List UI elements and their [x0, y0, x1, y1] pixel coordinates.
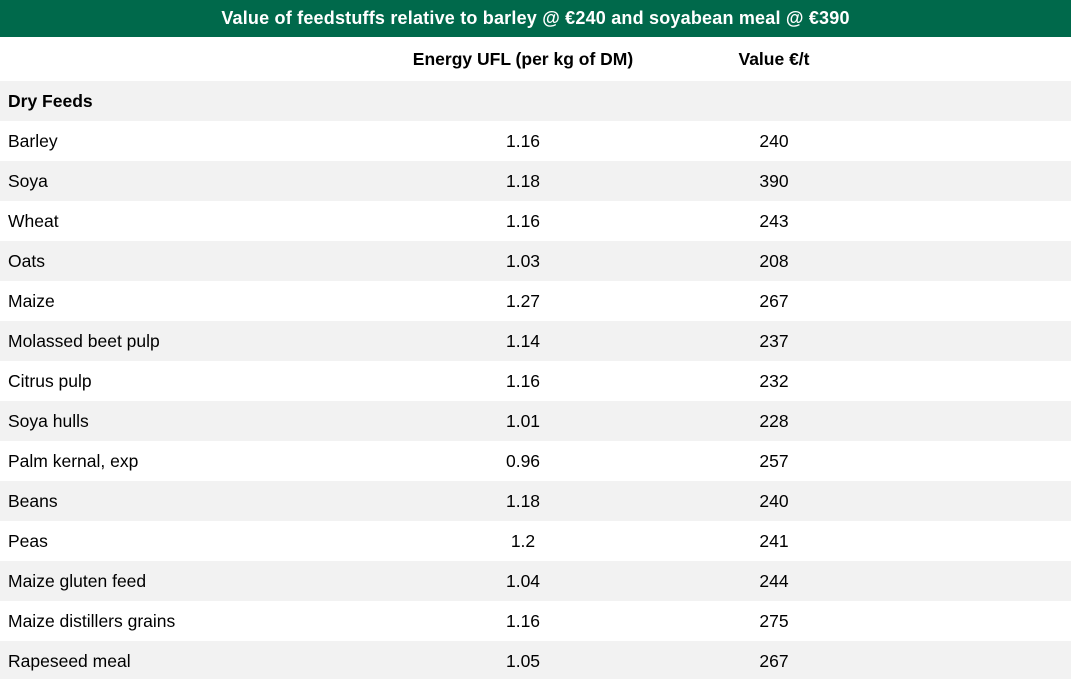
table-row: Maize 1.27 267 [0, 281, 1071, 321]
table-row: Soya 1.18 390 [0, 161, 1071, 201]
table-row: Peas 1.2 241 [0, 521, 1071, 561]
value-column-header: Value €/t [738, 48, 810, 69]
value-per-tonne: 232 [759, 370, 789, 391]
energy-ufl-value: 1.16 [505, 610, 541, 631]
section-row-dry-feeds: Dry Feeds [0, 81, 1071, 121]
value-per-tonne: 257 [759, 450, 789, 471]
value-per-tonne: 240 [759, 130, 789, 151]
feed-name: Rapeseed meal [8, 650, 131, 671]
value-per-tonne: 241 [759, 530, 789, 551]
section-label: Dry Feeds [8, 90, 93, 111]
column-header-row: Energy UFL (per kg of DM) Value €/t [0, 37, 1071, 81]
feed-name: Wheat [8, 210, 59, 231]
value-per-tonne: 267 [759, 290, 789, 311]
energy-ufl-value: 1.2 [510, 530, 536, 551]
table-title-bar: Value of feedstuffs relative to barley @… [0, 0, 1071, 37]
table-row: Oats 1.03 208 [0, 241, 1071, 281]
value-per-tonne: 244 [759, 570, 789, 591]
feed-name: Maize distillers grains [8, 610, 176, 631]
feed-name: Peas [8, 530, 48, 551]
table-row: Maize distillers grains 1.16 275 [0, 601, 1071, 641]
feed-name: Beans [8, 490, 58, 511]
energy-ufl-value: 1.16 [505, 130, 541, 151]
value-per-tonne: 228 [759, 410, 789, 431]
feed-name: Molassed beet pulp [8, 330, 160, 351]
value-per-tonne: 243 [759, 210, 789, 231]
energy-ufl-value: 1.27 [505, 290, 541, 311]
table-row: Maize gluten feed 1.04 244 [0, 561, 1071, 601]
energy-ufl-value: 0.96 [505, 450, 541, 471]
feed-name: Barley [8, 130, 58, 151]
energy-ufl-value: 1.16 [505, 370, 541, 391]
table-row: Rapeseed meal 1.05 267 [0, 641, 1071, 679]
table-row: Barley 1.16 240 [0, 121, 1071, 161]
table-row: Citrus pulp 1.16 232 [0, 361, 1071, 401]
table-row: Palm kernal, exp 0.96 257 [0, 441, 1071, 481]
value-per-tonne: 275 [759, 610, 789, 631]
feed-name: Maize [8, 290, 55, 311]
energy-ufl-column-header: Energy UFL (per kg of DM) [412, 48, 634, 69]
energy-ufl-value: 1.04 [505, 570, 541, 591]
feed-name: Citrus pulp [8, 370, 92, 391]
feed-name: Soya [8, 170, 48, 191]
value-per-tonne: 267 [759, 650, 789, 671]
feed-name: Palm kernal, exp [8, 450, 139, 471]
table-row: Beans 1.18 240 [0, 481, 1071, 521]
feed-name: Oats [8, 250, 45, 271]
value-per-tonne: 237 [759, 330, 789, 351]
table-row: Wheat 1.16 243 [0, 201, 1071, 241]
value-per-tonne: 240 [759, 490, 789, 511]
energy-ufl-value: 1.18 [505, 170, 541, 191]
energy-ufl-value: 1.16 [505, 210, 541, 231]
feed-name: Maize gluten feed [8, 570, 147, 591]
table-row: Molassed beet pulp 1.14 237 [0, 321, 1071, 361]
energy-ufl-value: 1.01 [505, 410, 541, 431]
energy-ufl-value: 1.03 [505, 250, 541, 271]
value-per-tonne: 208 [759, 250, 789, 271]
energy-ufl-value: 1.05 [505, 650, 541, 671]
energy-ufl-value: 1.18 [505, 490, 541, 511]
table-row: Soya hulls 1.01 228 [0, 401, 1071, 441]
energy-ufl-value: 1.14 [505, 330, 541, 351]
value-per-tonne: 390 [759, 170, 789, 191]
feed-name: Soya hulls [8, 410, 89, 431]
table-title: Value of feedstuffs relative to barley @… [221, 8, 850, 28]
